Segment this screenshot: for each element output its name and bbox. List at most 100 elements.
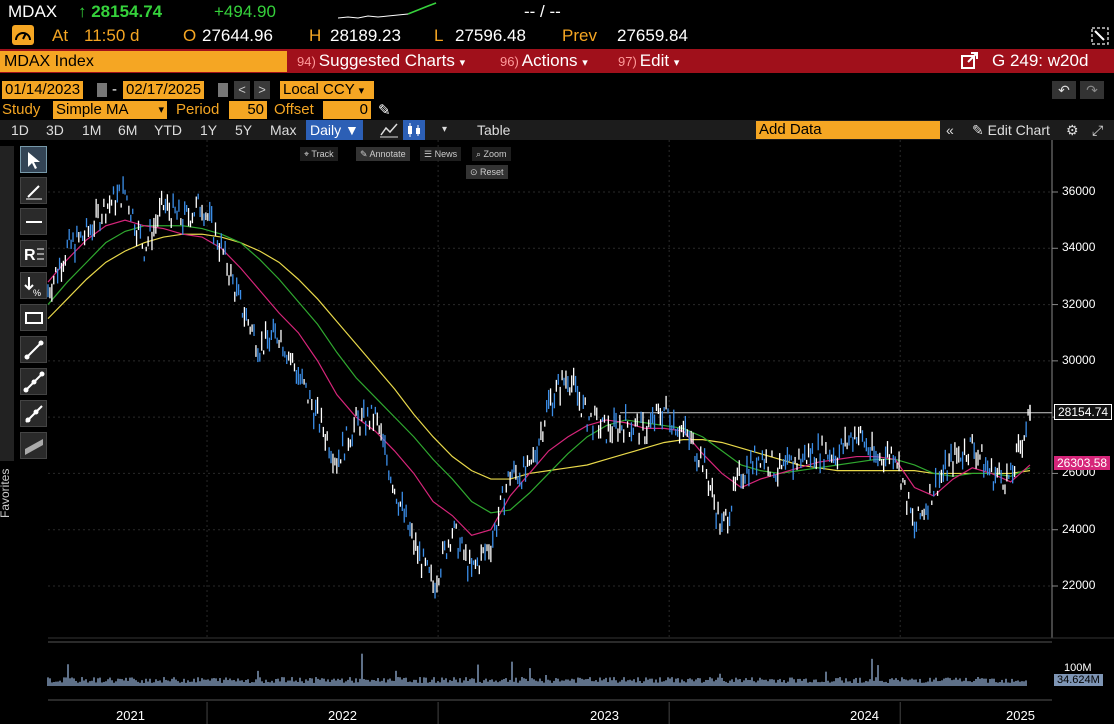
moving-average-tag: 26303.58 [1054,456,1111,470]
edit-num: 97) [618,54,637,69]
resize-icon[interactable]: ⤢ [1092,122,1104,138]
y-tick-label: 32000 [1062,296,1096,311]
tab-1d[interactable]: 1D [11,122,29,138]
multi-point-line-icon[interactable] [20,368,47,395]
currency-select[interactable]: Local CCY ▾ [280,81,374,99]
tab-max[interactable]: Max [270,122,297,138]
candlestick-icon[interactable] [403,120,425,140]
suggested-label: Suggested Charts [318,51,455,70]
edit-menu[interactable]: 97) Edit ▾ [618,51,680,70]
actions-num: 96) [500,54,519,69]
news-button[interactable]: ☰ News [420,147,462,161]
y-tick-label: 24000 [1062,521,1096,536]
horizontal-line-icon[interactable] [20,208,47,235]
actions-label: Actions [521,51,578,70]
speedometer-icon[interactable] [12,25,34,45]
suggested-num: 94) [297,54,316,69]
percent-measure-icon[interactable]: % [20,272,47,299]
study-label: Study [2,101,41,118]
pencil-icon[interactable]: ✎ [378,102,391,119]
last-price-tag: 28154.74 [1054,404,1113,420]
low-value: 27596.48 [455,26,526,45]
undo-icon[interactable]: ↶ [1052,81,1076,99]
next-period-button[interactable]: > [254,81,270,99]
annotate-button[interactable]: ✎ Annotate [356,147,410,161]
zoom-button[interactable]: ⌕ Zoom [472,147,511,161]
reset-button[interactable]: ⊙ Reset [466,165,508,179]
frequency-select[interactable]: Daily ▼ [306,120,363,140]
quote-header: MDAX ↑ 28154.74 +494.90 -- / -- [0,0,1114,24]
moving-average-magenta [47,219,1031,537]
svg-text:R: R [24,247,36,264]
chart-type-dropdown[interactable]: ▾ [442,124,448,135]
at-label: At [52,26,69,45]
price-chart[interactable] [0,140,1114,724]
sparkline-icon [338,2,437,19]
zoom-label: Zoom [483,149,507,159]
period-input[interactable]: 50 [229,101,267,119]
x-tick-label: 2025 [1006,708,1035,723]
offset-label: Offset [274,101,314,118]
quote-details: At 11:50 d O 27644.96 H 28189.23 L 27596… [0,24,1114,48]
tab-ytd[interactable]: YTD [154,122,182,138]
prev-period-button[interactable]: < [234,81,250,99]
bid-ask: -- / -- [524,2,561,21]
ray-line-icon[interactable] [20,400,47,427]
svg-text:%: % [33,288,41,297]
edit-label: Edit [639,51,670,70]
page-code: G 249: w20d [992,51,1089,70]
table-button[interactable]: Table [477,122,511,138]
cursor-tool-icon[interactable] [20,146,47,173]
ticker-symbol: MDAX [8,2,58,21]
edit-chart-button[interactable]: ✎ Edit Chart [972,122,1050,138]
tab-1m[interactable]: 1M [82,122,102,138]
prev-value: 27659.84 [617,26,688,45]
edit-chart-label: Edit Chart [987,122,1050,138]
currency-label: Local CCY [283,81,355,98]
y-tick-label: 22000 [1062,578,1096,592]
draw-tool-icon[interactable] [20,177,47,204]
redo-icon[interactable]: ↷ [1080,81,1104,99]
last-price: ↑ 28154.74 [78,2,163,21]
tab-6m[interactable]: 6M [118,122,138,138]
volume-tag: 34.624M [1054,674,1103,686]
volume-scale-label: 100M [1064,662,1092,674]
end-date-field[interactable]: 02/17/2025 [123,81,205,99]
prev-label: Prev [562,26,597,45]
reset-label: Reset [480,167,504,177]
security-field[interactable]: MDAX Index [0,51,287,72]
offset-input[interactable]: 0 [323,101,371,119]
trendline-icon[interactable] [20,336,47,363]
tab-3d[interactable]: 3D [46,122,64,138]
channel-icon[interactable] [20,432,47,459]
line-chart-icon[interactable] [378,120,400,140]
start-date-field[interactable]: 01/14/2023 [2,81,84,99]
favorites-panel[interactable]: Favorites [0,146,14,518]
tab-5y[interactable]: 5Y [235,122,253,138]
settings-icon[interactable]: ⚙ [1066,122,1079,138]
date-separator: - [112,81,117,98]
tab-1y[interactable]: 1Y [200,122,218,138]
add-data-input[interactable]: Add Data [756,121,940,139]
suggested-charts-menu[interactable]: 94) Suggested Charts ▾ [297,51,466,70]
actions-menu[interactable]: 96) Actions ▾ [500,51,588,70]
open-value: 27644.96 [202,26,273,45]
y-tick-label: 36000 [1062,184,1096,198]
x-tick-label: 2022 [328,708,357,723]
quote-time: 11:50 d [84,26,140,45]
moving-average-yellow [47,233,1031,480]
export-icon[interactable] [960,52,980,70]
x-tick-label: 2024 [850,708,879,723]
study-select[interactable]: Simple MA ▾ [53,101,167,119]
rectangle-icon[interactable] [20,304,47,331]
track-button[interactable]: ⌖ Track [300,147,338,161]
moving-average-green [47,225,1031,514]
calendar-icon[interactable] [218,83,228,97]
high-value: 28189.23 [330,26,401,45]
retracement-icon[interactable]: R [20,240,47,267]
calendar-icon[interactable] [97,83,107,97]
study-value: Simple MA [56,101,129,118]
expand-window-icon[interactable] [1090,26,1110,46]
price-change: +494.90 [214,2,276,21]
collapse-icon[interactable]: « [946,122,954,138]
